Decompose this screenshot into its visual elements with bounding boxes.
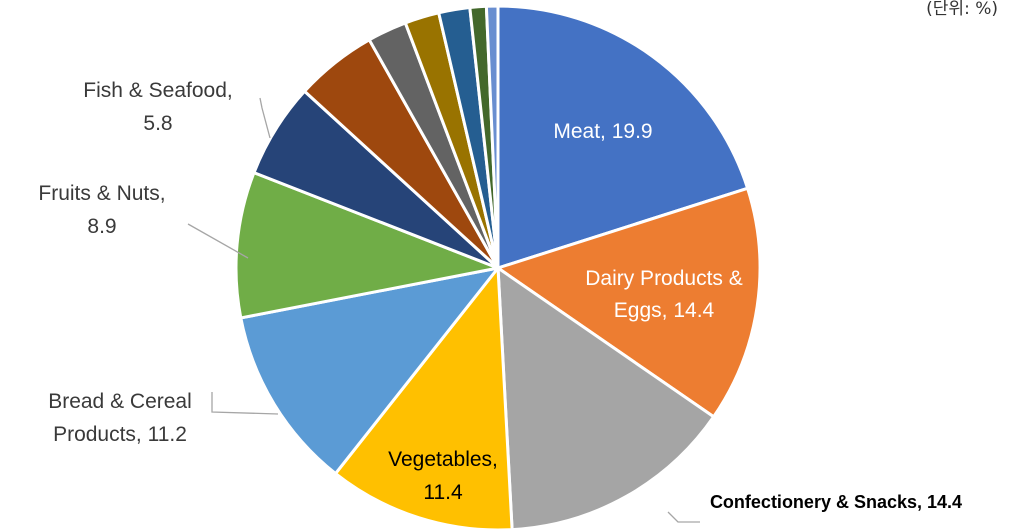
pie-slice-meat [496, 4, 750, 270]
data-label-vegetables: Vegetables, 11.4 [388, 448, 498, 504]
leader-line-fruits-nuts [187, 223, 249, 259]
data-label-fish-seafood: Fish & Seafood, 5.8 [83, 79, 232, 135]
data-label-confectionery-snacks: Confectionery & Snacks, 14.4 [710, 492, 962, 512]
leader-line-fish-seafood [259, 97, 271, 139]
pie-slice-bread-cereal-products [239, 266, 500, 476]
leader-line-confectionery-snacks [667, 511, 700, 523]
data-label-dairy-products-eggs: Dairy Products & Eggs, 14.4 [585, 267, 743, 322]
data-label-meat: Meat, 19.9 [553, 120, 652, 143]
pie-slice-confectionery-snacks [496, 266, 716, 530]
unit-note: (단위: %) [926, 0, 998, 19]
data-label-fruits-nuts: Fruits & Nuts, 8.9 [38, 182, 165, 238]
leader-line-bread-cereal-products [211, 392, 279, 415]
pie-slice-other-12 [484, 4, 500, 270]
data-label-bread-cereal-products: Bread & Cereal Products, 11.2 [48, 390, 192, 446]
pie-slice-fruits-nuts [234, 171, 500, 320]
pie-slice-dairy-products-eggs [496, 186, 762, 419]
